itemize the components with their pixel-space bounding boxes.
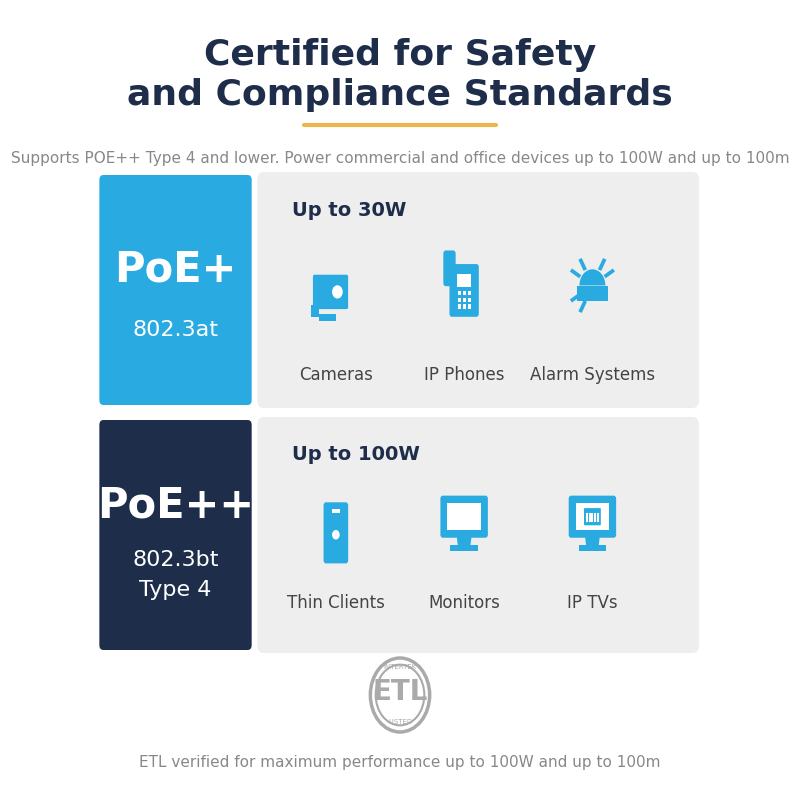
Text: ETL verified for maximum performance up to 100W and up to 100m: ETL verified for maximum performance up …	[139, 754, 661, 770]
Text: 802.3bt: 802.3bt	[132, 550, 218, 570]
Polygon shape	[457, 534, 472, 547]
FancyBboxPatch shape	[569, 496, 616, 538]
FancyBboxPatch shape	[258, 172, 699, 408]
FancyBboxPatch shape	[584, 508, 601, 526]
Bar	[458, 291, 462, 295]
Polygon shape	[585, 534, 600, 547]
Text: INTERTEK: INTERTEK	[383, 664, 417, 670]
Bar	[577, 286, 608, 301]
Text: Up to 30W: Up to 30W	[292, 201, 406, 219]
Text: Alarm Systems: Alarm Systems	[530, 366, 655, 384]
FancyBboxPatch shape	[99, 420, 252, 650]
Text: Thin Clients: Thin Clients	[287, 594, 385, 612]
Bar	[576, 503, 609, 530]
Bar	[311, 306, 319, 317]
Bar	[332, 509, 340, 513]
Circle shape	[332, 286, 342, 298]
Text: Type 4: Type 4	[139, 580, 212, 600]
Text: Monitors: Monitors	[428, 594, 500, 612]
Text: 802.3at: 802.3at	[133, 320, 218, 340]
Text: Supports POE++ Type 4 and lower. Power commercial and office devices up to 100W : Supports POE++ Type 4 and lower. Power c…	[10, 150, 790, 166]
Bar	[458, 274, 471, 287]
Bar	[578, 546, 606, 551]
Bar	[462, 305, 466, 309]
Bar	[447, 503, 481, 530]
Circle shape	[329, 282, 346, 302]
Bar	[458, 298, 462, 302]
Bar	[462, 298, 466, 302]
Text: Up to 100W: Up to 100W	[292, 446, 420, 465]
FancyBboxPatch shape	[443, 250, 456, 286]
Circle shape	[332, 530, 340, 539]
Text: PoE++: PoE++	[97, 484, 254, 526]
Bar	[467, 305, 471, 309]
Bar	[467, 291, 471, 295]
FancyBboxPatch shape	[313, 274, 348, 309]
FancyBboxPatch shape	[323, 502, 348, 563]
Text: LISTED: LISTED	[388, 719, 412, 725]
FancyBboxPatch shape	[99, 175, 252, 405]
Bar	[467, 298, 471, 302]
FancyBboxPatch shape	[450, 264, 479, 317]
Text: IP Phones: IP Phones	[424, 366, 504, 384]
FancyBboxPatch shape	[441, 496, 488, 538]
Text: Certified for Safety: Certified for Safety	[204, 38, 596, 72]
Text: Cameras: Cameras	[299, 366, 373, 384]
Text: PoE+: PoE+	[114, 249, 237, 291]
Bar	[458, 305, 462, 309]
Bar	[462, 291, 466, 295]
Text: and Compliance Standards: and Compliance Standards	[127, 78, 673, 112]
Text: IP TVs: IP TVs	[567, 594, 618, 612]
Bar	[450, 546, 478, 551]
FancyBboxPatch shape	[258, 417, 699, 653]
Text: ETL: ETL	[372, 678, 428, 706]
Bar	[319, 314, 336, 322]
Wedge shape	[579, 270, 606, 286]
